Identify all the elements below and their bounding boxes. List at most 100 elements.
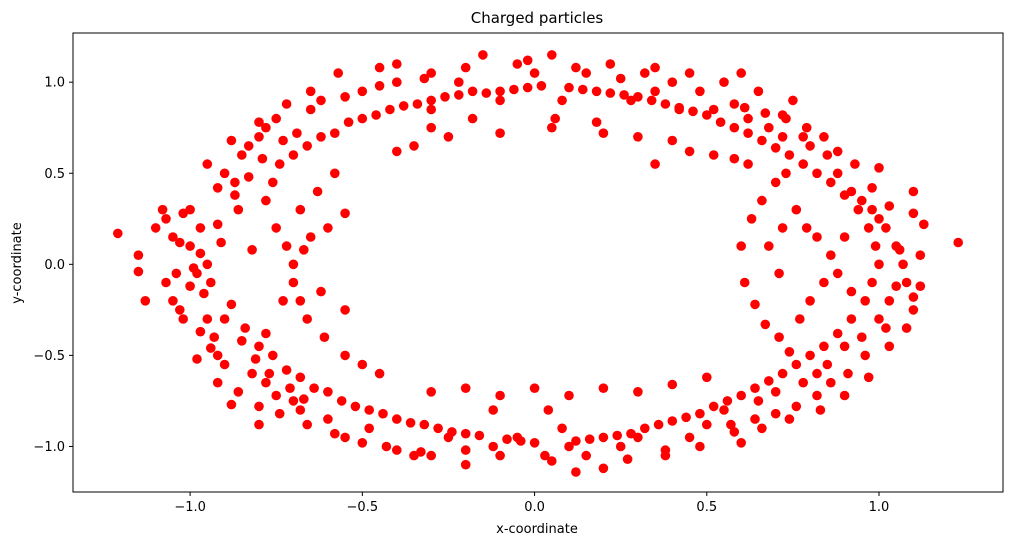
data-point (812, 390, 822, 401)
data-point (743, 159, 753, 169)
data-point (302, 141, 313, 151)
data-point (819, 277, 829, 288)
data-point (612, 430, 622, 441)
data-point (757, 135, 767, 146)
data-point (419, 73, 430, 84)
data-point (426, 450, 437, 461)
data-point (615, 73, 626, 84)
data-point (826, 177, 836, 188)
data-point (591, 86, 602, 97)
data-point (454, 77, 464, 87)
data-point (261, 195, 271, 206)
data-point (726, 419, 736, 430)
data-point (702, 372, 712, 383)
data-point (688, 106, 698, 117)
data-point (826, 377, 836, 388)
data-point (622, 454, 633, 465)
data-point (274, 408, 285, 419)
data-point (178, 314, 188, 324)
data-point (547, 122, 557, 133)
data-point (271, 113, 282, 124)
data-point (605, 88, 616, 98)
data-point (850, 159, 860, 169)
data-point (330, 428, 340, 439)
data-point (908, 292, 919, 302)
data-point (874, 314, 884, 324)
data-point (281, 241, 292, 251)
data-point (770, 387, 781, 397)
data-point (564, 82, 574, 93)
data-point (481, 88, 492, 98)
data-point (433, 423, 443, 434)
data-point (254, 341, 264, 352)
data-point (212, 183, 223, 193)
data-point (674, 102, 684, 113)
data-point (268, 177, 278, 188)
data-point (133, 266, 144, 277)
data-point (770, 143, 781, 153)
data-point (488, 441, 499, 452)
data-point (750, 383, 760, 394)
data-point (715, 117, 726, 127)
data-point (750, 414, 760, 424)
data-point (857, 332, 867, 343)
data-point (774, 332, 784, 343)
data-point (495, 450, 505, 461)
data-point (157, 204, 168, 215)
data-point (261, 328, 271, 339)
data-point (801, 223, 812, 233)
data-point (646, 95, 657, 106)
data-point (684, 68, 695, 78)
data-point (495, 390, 505, 401)
data-point (274, 159, 285, 169)
data-point (746, 214, 757, 224)
data-point (443, 132, 454, 142)
data-point (374, 81, 385, 91)
y-tick-label: −1.0 (33, 440, 65, 455)
data-point (774, 268, 784, 279)
data-point (684, 432, 695, 443)
data-point (757, 423, 767, 434)
data-point (254, 419, 264, 430)
data-point (884, 341, 895, 352)
data-point (536, 81, 547, 91)
data-point (795, 314, 805, 324)
data-point (760, 108, 771, 118)
data-point (581, 68, 591, 78)
data-point (364, 405, 375, 415)
data-point (729, 427, 740, 437)
data-point (867, 277, 877, 288)
data-point (240, 323, 250, 333)
data-point (832, 168, 843, 179)
data-point (739, 277, 750, 288)
data-point (516, 436, 526, 446)
data-point (788, 95, 798, 106)
data-point (512, 59, 523, 69)
data-point (364, 423, 375, 434)
data-point (540, 450, 550, 461)
data-point (209, 332, 219, 343)
data-point (798, 132, 808, 142)
data-point (212, 377, 223, 388)
data-point (598, 432, 609, 443)
data-point (340, 208, 350, 219)
x-tick-label: 0.0 (524, 500, 545, 515)
data-point (309, 383, 319, 394)
data-point (770, 177, 781, 188)
data-point (243, 141, 254, 151)
data-point (140, 296, 151, 306)
data-point (819, 132, 829, 142)
y-tick-label: 0.5 (44, 167, 65, 182)
data-point (571, 436, 581, 446)
data-point (695, 86, 705, 97)
data-point (846, 314, 857, 324)
data-point (736, 68, 746, 78)
data-point (826, 250, 836, 260)
data-point (853, 204, 864, 215)
data-point (846, 286, 857, 297)
data-point (226, 135, 237, 146)
data-point (202, 259, 213, 270)
data-point (822, 150, 833, 160)
data-point (702, 419, 712, 430)
